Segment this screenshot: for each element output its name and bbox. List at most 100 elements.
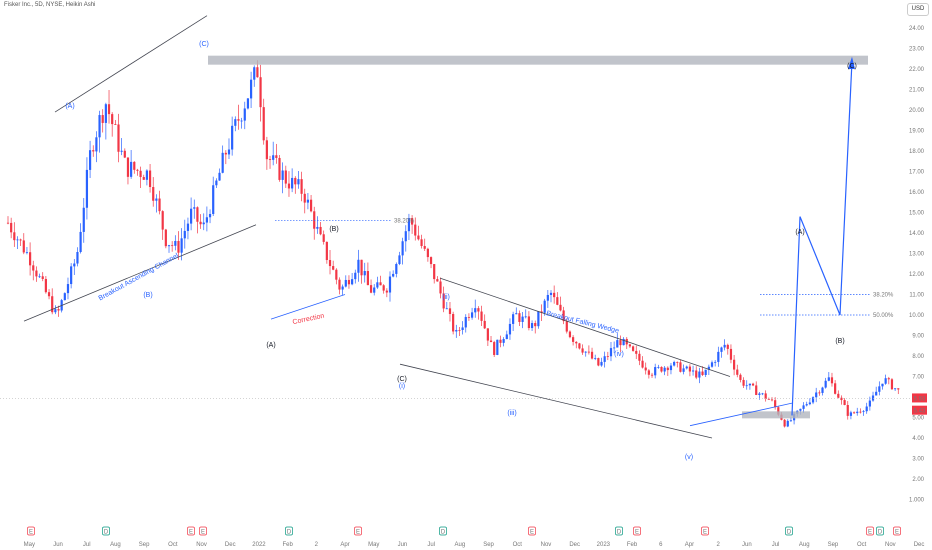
candle-body — [142, 177, 145, 180]
candle-body — [505, 334, 508, 340]
candle-body — [215, 180, 218, 186]
candle-body — [868, 400, 871, 407]
candle-body — [351, 279, 354, 285]
event-marker — [187, 526, 195, 536]
wedge-breakout-line — [689, 402, 793, 427]
candle-body — [530, 323, 534, 329]
event-marker-label: E — [356, 530, 360, 536]
candle-body — [442, 293, 445, 309]
candle-body — [755, 385, 758, 395]
wave-label-iv: (iv) — [614, 351, 624, 358]
candle-body — [821, 387, 824, 393]
candle-body — [572, 337, 575, 342]
candle-body — [846, 404, 849, 416]
x-tick-label: May — [24, 542, 35, 548]
wave-label-c-low: (C) — [397, 376, 407, 383]
y-tick-label: 19.00 — [909, 129, 925, 135]
candle-body — [272, 155, 275, 160]
candle-body — [41, 276, 44, 279]
candle-body — [894, 388, 897, 390]
candle-body — [622, 338, 625, 346]
candle-body — [871, 395, 875, 401]
candle-body — [691, 370, 695, 372]
candle-body — [47, 292, 51, 297]
candle-body — [496, 339, 499, 355]
candles-layer — [6, 60, 900, 428]
candle-body — [385, 290, 388, 293]
candle-body — [16, 239, 19, 241]
candle-body — [619, 340, 622, 346]
event-marker-label: D — [787, 530, 792, 536]
candle-body — [19, 239, 22, 241]
drawings-layer: Breakout Ascending Channel Correction 38.2… — [0, 15, 912, 461]
candle-body — [477, 308, 480, 312]
candle-body — [300, 179, 303, 194]
x-tick-label: 2 — [315, 542, 319, 548]
y-tick-label: 14.00 — [909, 231, 925, 237]
candle-body — [306, 199, 310, 203]
y-tick-label: 23.00 — [909, 47, 925, 53]
y-tick-label: 22.00 — [909, 67, 925, 73]
y-tick-label: 11.00 — [909, 293, 924, 299]
candle-body — [54, 309, 57, 313]
candle-body — [493, 342, 496, 355]
channel-upper-line — [54, 15, 208, 113]
event-marker-label: E — [635, 530, 639, 536]
y-tick-label: 9.00 — [912, 334, 924, 340]
candle-body — [379, 282, 382, 286]
channel-lower-line — [23, 224, 257, 322]
event-marker-label: D — [104, 530, 109, 536]
y-tick-label: 12.00 — [909, 272, 925, 278]
candle-body — [66, 284, 70, 294]
correction-line — [270, 294, 346, 320]
candle-body — [114, 124, 117, 125]
candle-body — [82, 207, 85, 232]
candle-body — [856, 411, 859, 414]
candle-body — [139, 170, 142, 178]
x-tick-label: Aug — [799, 542, 810, 548]
event-marker — [528, 526, 536, 536]
candle-body — [401, 241, 404, 256]
candle-body — [890, 379, 894, 390]
fib-38-proj-label: 38.20% — [873, 293, 894, 299]
x-tick-label: May — [368, 542, 379, 548]
candle-body — [10, 222, 13, 233]
candle-body — [878, 386, 881, 392]
candle-body — [470, 312, 474, 318]
candle-body — [452, 314, 455, 332]
candle-body — [726, 344, 729, 349]
event-marker — [876, 526, 884, 536]
candle-body — [783, 419, 786, 427]
last-price-tag — [912, 393, 927, 403]
candle-body — [171, 245, 174, 247]
x-tick-label: Dec — [225, 542, 236, 548]
candle-body — [616, 340, 619, 348]
x-tick-label: 2023 — [597, 542, 611, 548]
candle-body — [827, 377, 830, 381]
candle-body — [575, 341, 578, 344]
candle-body — [177, 240, 180, 253]
wedge-upper-line — [439, 277, 731, 377]
candle-body — [862, 411, 865, 413]
x-tick-label: Apr — [685, 542, 694, 548]
x-tick-label: Sep — [483, 542, 494, 548]
candle-body — [811, 397, 815, 403]
candle-body — [628, 344, 632, 347]
candle-body — [278, 157, 281, 180]
currency-button[interactable]: USD — [907, 3, 929, 16]
event-marker — [354, 526, 362, 536]
event-marker-label: E — [29, 530, 33, 536]
candle-body — [464, 316, 467, 328]
y-tick-label: 21.00 — [909, 88, 925, 94]
candle-body — [382, 285, 385, 291]
candle-body — [534, 323, 537, 327]
candle-body — [467, 316, 471, 318]
candle-body — [843, 400, 846, 405]
event-marker — [785, 526, 793, 536]
candle-body — [524, 316, 527, 318]
candle-body — [502, 339, 505, 343]
candle-body — [237, 119, 240, 121]
candle-body — [799, 408, 802, 411]
candle-body — [663, 367, 666, 372]
